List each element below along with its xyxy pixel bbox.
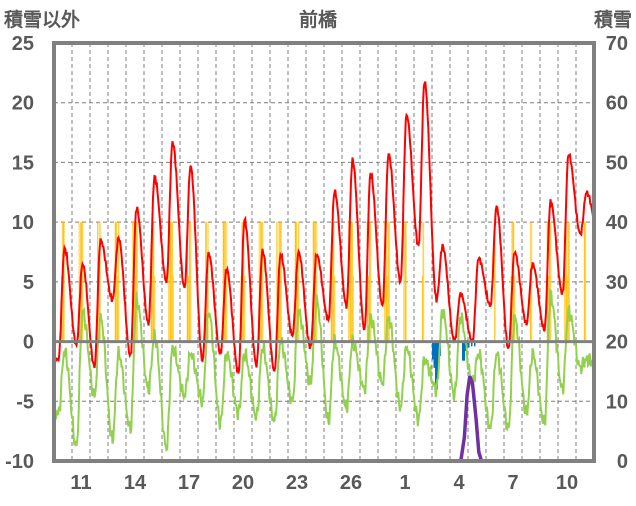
y-tick-label-left: 10 [12,212,34,234]
precip-bar [464,342,466,361]
y-tick-label-right: 0 [617,451,628,473]
chart-title: 前橋 [299,8,338,31]
sunshine-bar [404,222,405,341]
sunshine-bar [245,276,246,342]
sunshine-bar [405,222,406,341]
sunshine-bar [280,222,281,341]
sunshine-bar [263,222,264,341]
x-tick-label: 7 [507,472,518,494]
y-tick-label-right: 70 [606,33,628,55]
y-tick-label-left: 5 [23,272,34,294]
sunshine-bar [352,222,353,341]
y-tick-label-right: 30 [606,272,628,294]
sunshine-bar [63,222,64,341]
y-tick-label-left: 0 [23,332,34,354]
y-tick-label-right: 60 [606,93,628,115]
y-tick-label-left: 25 [12,33,34,55]
y-tick-label-right: 10 [606,391,628,413]
sunshine-bar [136,222,137,341]
precip-bar [434,342,436,368]
x-tick-label: 4 [453,472,465,494]
sunshine-bar [584,222,585,341]
sunshine-bar [317,222,318,341]
sunshine-bar [406,222,407,341]
precip-bar [462,342,464,361]
sunshine-bar [153,222,154,341]
x-tick-label: 14 [124,472,147,494]
sunshine-bar [515,276,516,342]
sunshine-bar [585,222,586,341]
sunshine-bar [83,222,84,341]
precip-bar [432,342,434,360]
y-tick-label-right: 50 [606,152,628,174]
x-tick-label: 1 [399,472,410,494]
sunshine-bar [172,222,173,341]
sunshine-bar [422,276,423,342]
x-tick-label: 20 [232,472,254,494]
sunshine-bar [569,222,570,341]
x-tick-label: 26 [340,472,362,494]
right-axis-title: 積雪 [594,8,632,31]
sunshine-bar [173,276,174,342]
sunshine-bar [188,276,189,342]
sunshine-bar [333,222,334,341]
sunshine-bar [351,222,352,341]
y-tick-label-left: 20 [12,93,34,115]
sunshine-bar [281,222,282,341]
y-tick-label-right: 40 [606,212,628,234]
y-tick-label-left: -5 [16,391,34,413]
sunshine-bar [171,222,172,341]
x-tick-label: 10 [556,472,578,494]
sunshine-bar [568,222,569,341]
sunshine-bar [117,276,118,342]
x-tick-label: 23 [286,472,308,494]
sunshine-bar [137,222,138,341]
sunshine-bar [353,276,354,342]
sunshine-bar [531,222,532,341]
sunshine-bar [335,276,336,342]
y-tick-label-right: 20 [606,332,628,354]
y-tick-label-left: -10 [5,451,34,473]
x-tick-label: 11 [70,472,91,494]
sunshine-bar [170,222,171,341]
y-tick-label-left: 15 [12,152,34,174]
sunshine-bar [299,222,300,341]
sunshine-bar [189,222,190,341]
x-tick-label: 17 [178,472,200,494]
sunshine-bar [551,222,552,341]
sunshine-bar [423,222,424,341]
sunshine-bar [227,222,228,341]
left-axis-title: 積雪以外 [4,8,80,31]
sunshine-bar [191,222,192,341]
